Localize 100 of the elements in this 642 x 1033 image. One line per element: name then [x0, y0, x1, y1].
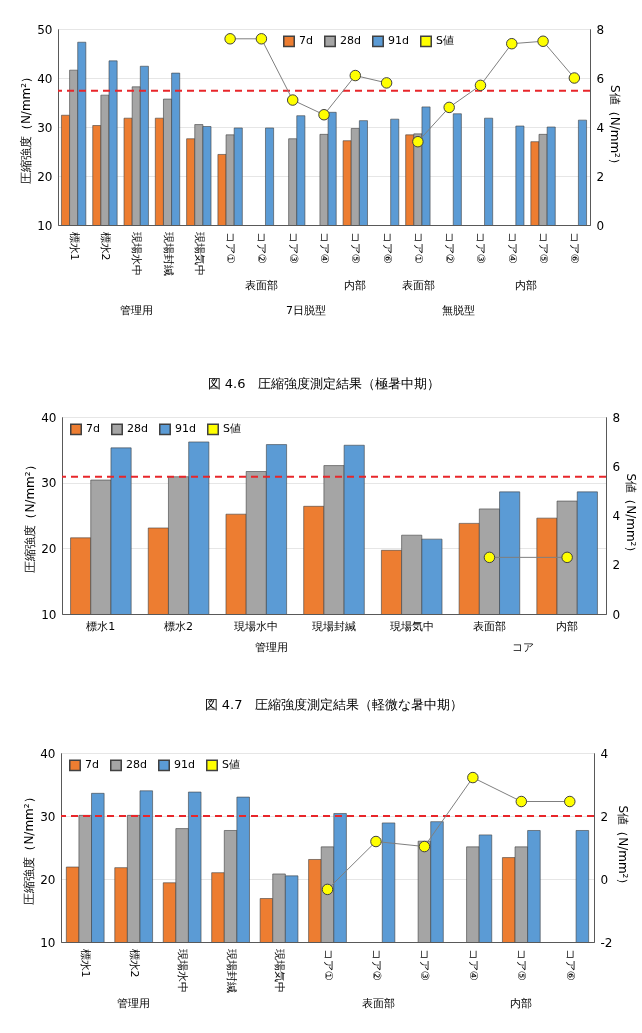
point: [349, 69, 362, 82]
text: 図 4.7 圧縮強度測定結果（軽微な暑中期）: [204, 697, 464, 712]
x-tick-label: 現場水中: [130, 231, 144, 276]
x-tick-label: コア⑤: [515, 948, 529, 981]
x-tick-label: コア③: [286, 231, 300, 264]
x-tick-label: コア②: [369, 948, 383, 981]
text: 表面部: [401, 279, 435, 292]
y-tick-label: 40: [37, 71, 53, 86]
y-tick-label: 30: [40, 809, 56, 824]
y2-tick-label: 4: [612, 509, 621, 523]
x-tick-label: コア②: [443, 231, 457, 264]
y-tick-label: 40: [41, 410, 57, 425]
y2-tick-label: -2: [600, 935, 613, 950]
point: [515, 795, 528, 808]
y2-tick-label: 6: [596, 71, 605, 86]
x-tick-label: コア③: [418, 948, 432, 981]
y-tick-label: 30: [37, 120, 53, 135]
y2-tick-label: 2: [596, 169, 605, 184]
y2-axis-title: S値（N/mm²）: [608, 85, 623, 170]
y2-tick-label: 8: [596, 22, 605, 37]
point: [564, 795, 576, 808]
legend-label: S値: [222, 758, 240, 772]
point: [443, 101, 455, 114]
x-tick-label: 現場水中: [176, 948, 190, 993]
y-tick-label: 10: [40, 935, 56, 950]
x-tick-label: 標水1: [79, 948, 93, 978]
x-tick-label: 標水1: [67, 231, 81, 261]
y2-tick-label: 0: [600, 872, 609, 887]
x-tick-label: コア③: [474, 231, 488, 264]
y2-axis-title: S値（N/mm²）: [616, 805, 631, 891]
legend-label: 7d: [299, 34, 313, 48]
point: [224, 33, 236, 45]
x-tick-label: コア⑥: [563, 948, 577, 981]
y-tick-label: 20: [41, 541, 57, 556]
y2-tick-label: 8: [612, 410, 621, 425]
x-tick-label: 現場封緘: [312, 619, 356, 633]
y2-tick-label: 2: [612, 558, 621, 573]
point: [467, 771, 479, 784]
point: [474, 79, 487, 92]
legend-label: 91d: [175, 422, 196, 436]
x-tick-label: コア②: [255, 231, 269, 264]
x-tick-label: 標水1: [86, 619, 116, 633]
legend-label: 28d: [127, 422, 148, 436]
x-tick-label: 標水2: [164, 619, 194, 633]
text: 表面部: [244, 279, 278, 292]
x-tick-label: コア⑤: [537, 231, 551, 264]
y2-tick-label: 0: [596, 218, 605, 233]
legend-label: 7d: [85, 758, 99, 772]
text: 表面部: [361, 997, 395, 1010]
point: [418, 840, 431, 853]
y-tick-label: 30: [41, 476, 57, 491]
text: 無脱型: [441, 304, 475, 317]
y-tick-label: 10: [37, 218, 53, 233]
y-axis-title: 圧縮強度（N/mm²）: [23, 459, 38, 573]
x-tick-label: 現場気中: [192, 231, 206, 276]
x-tick-label: コア⑥: [568, 231, 582, 264]
x-tick-label: コア④: [466, 948, 480, 981]
x-tick-label: 標水2: [98, 231, 112, 261]
y2-tick-label: 2: [600, 809, 609, 824]
text: 7日脱型: [286, 304, 326, 317]
y2-tick-label: 6: [612, 459, 621, 474]
text: コア: [512, 641, 534, 654]
legend-label: 28d: [126, 758, 147, 772]
text: 管理用: [254, 641, 288, 654]
y-tick-label: 10: [41, 607, 57, 622]
y2-axis-title: S値（N/mm²）: [624, 473, 639, 559]
legend-label: 28d: [340, 34, 361, 48]
x-tick-label: 現場気中: [389, 619, 434, 633]
y-axis-title: 圧縮強度（N/mm²）: [22, 791, 37, 905]
point: [412, 135, 424, 148]
text: 内部: [510, 997, 532, 1010]
legend-label: 7d: [86, 422, 100, 436]
x-tick-label: コア⑥: [380, 231, 394, 264]
y2-tick-label: 0: [612, 607, 621, 622]
y-tick-label: 50: [37, 22, 53, 37]
text: 内部: [344, 279, 366, 292]
text: 管理用: [119, 304, 153, 317]
y-tick-label: 20: [40, 872, 56, 887]
x-tick-label: コア①: [224, 231, 238, 264]
x-tick-label: 内部: [556, 619, 579, 633]
point: [568, 72, 581, 84]
point: [370, 835, 382, 848]
x-tick-label: コア④: [505, 231, 519, 264]
point: [380, 77, 393, 89]
text: 図 4.6 圧縮強度測定結果（極暑中期）: [207, 376, 441, 391]
y2-tick-label: 4: [596, 120, 605, 135]
x-tick-label: 標水2: [127, 948, 141, 978]
legend-label: 91d: [174, 758, 195, 772]
x-tick-label: コア①: [411, 231, 425, 264]
x-tick-label: コア⑤: [349, 231, 363, 264]
x-tick-label: 現場水中: [234, 619, 279, 633]
x-tick-label: 現場気中: [273, 948, 287, 993]
legend-label: S値: [223, 422, 241, 436]
x-tick-label: 表面部: [472, 619, 506, 633]
point: [286, 94, 299, 106]
point: [321, 883, 334, 896]
x-tick-label: 現場封緘: [224, 948, 238, 993]
y-tick-label: 40: [40, 746, 56, 761]
legend-label: S値: [436, 34, 454, 48]
y-axis-title: 圧縮強度（N/mm²）: [19, 70, 34, 185]
